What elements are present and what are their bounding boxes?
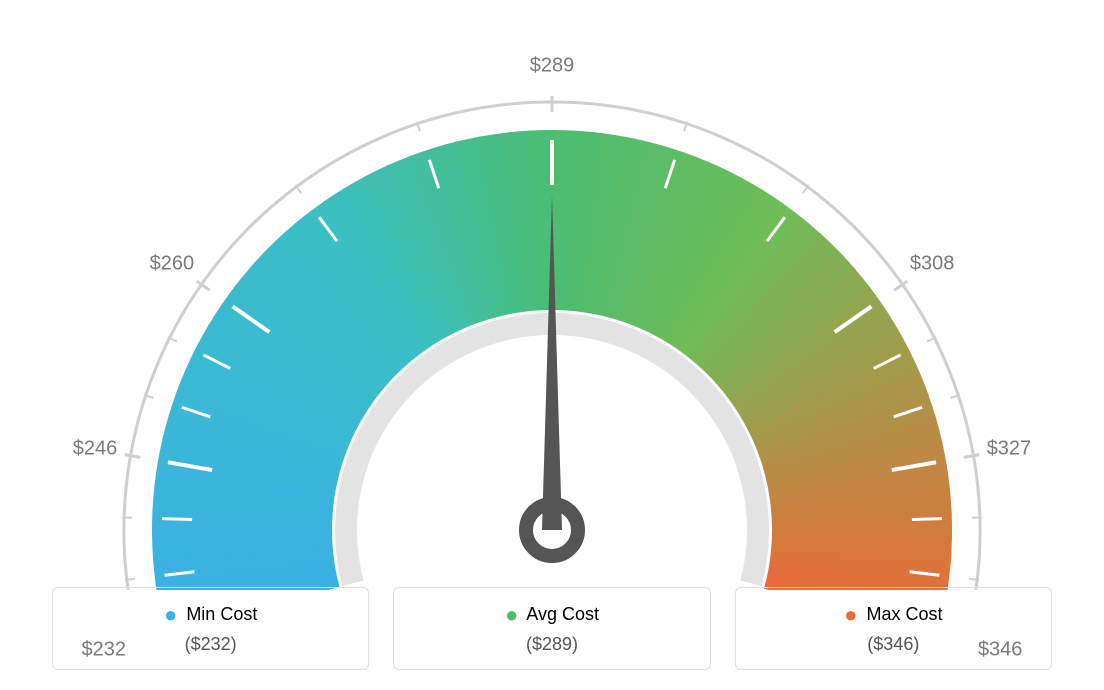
minor-rim-tick	[125, 579, 135, 580]
legend-dot-max: ●	[844, 602, 857, 627]
legend-title-avg: ● Avg Cost	[402, 602, 701, 628]
major-tick	[964, 455, 980, 458]
legend-dot-min: ●	[164, 602, 177, 627]
gauge-svg	[0, 0, 1104, 590]
tick-label: $327	[987, 438, 1032, 461]
minor-tick	[912, 519, 942, 520]
gauge-area: $232$246$260$289$308$327$346	[0, 0, 1104, 590]
tick-label: $308	[910, 252, 955, 275]
legend-title-max: ● Max Cost	[744, 602, 1043, 628]
legend-label-min: Min Cost	[186, 604, 257, 624]
major-tick	[125, 455, 141, 458]
tick-label: $260	[150, 252, 195, 275]
legend-label-max: Max Cost	[866, 604, 942, 624]
minor-tick	[162, 519, 192, 520]
legend-box-max: ● Max Cost ($346)	[735, 587, 1052, 670]
legend-dot-avg: ●	[505, 602, 518, 627]
legend-label-avg: Avg Cost	[526, 604, 599, 624]
legend-title-min: ● Min Cost	[61, 602, 360, 628]
legend-value-avg: ($289)	[402, 634, 701, 655]
legend-value-max: ($346)	[744, 634, 1043, 655]
tick-label: $289	[530, 55, 575, 78]
tick-label: $246	[73, 438, 118, 461]
gauge-chart-container: $232$246$260$289$308$327$346 ● Min Cost …	[0, 0, 1104, 690]
legend-box-avg: ● Avg Cost ($289)	[393, 587, 710, 670]
legend-box-min: ● Min Cost ($232)	[52, 587, 369, 670]
minor-rim-tick	[969, 579, 979, 580]
legend-value-min: ($232)	[61, 634, 360, 655]
legend-row: ● Min Cost ($232) ● Avg Cost ($289) ● Ma…	[0, 587, 1104, 670]
